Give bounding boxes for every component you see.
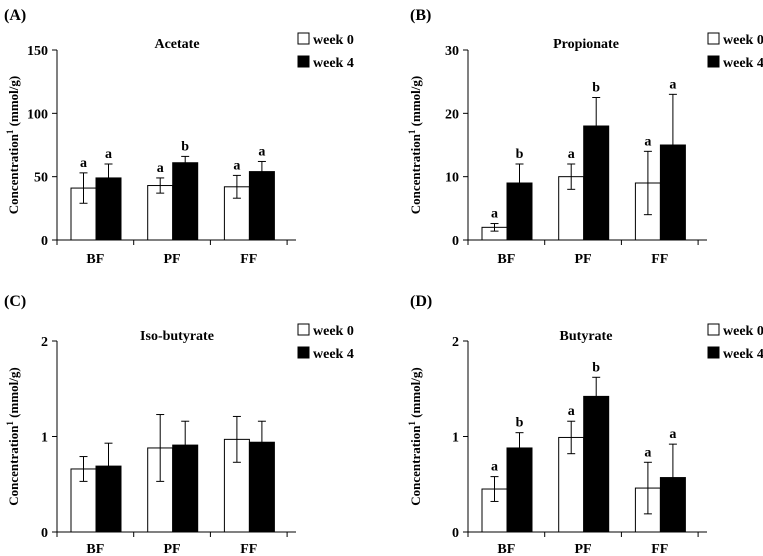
significance-label: a [491, 460, 498, 475]
bar [172, 162, 199, 241]
y-axis-label: Concentration1 (mmol/g) [407, 76, 423, 214]
legend-swatch [297, 32, 310, 45]
chart-title: Iso-butyrate [140, 329, 214, 344]
significance-label: a [669, 77, 676, 92]
legend-swatch [297, 346, 310, 359]
x-tick-label: FF [240, 252, 257, 267]
significance-label: a [258, 144, 265, 159]
significance-label: b [181, 139, 189, 154]
significance-label: a [568, 147, 575, 162]
chart-panel: (C) Iso-butyrate Concentration1 (mmol/g) 0 1… [4, 293, 354, 556]
x-tick-label: BF [497, 542, 515, 556]
x-tick-label: BF [86, 252, 104, 267]
bar [248, 171, 275, 241]
significance-label: b [592, 360, 600, 375]
y-tick-label: 0 [41, 526, 48, 541]
y-tick-label: 0 [452, 526, 459, 541]
chart-title: Acetate [154, 37, 199, 52]
chart-title: Propionate [553, 37, 619, 52]
significance-label: b [592, 81, 600, 96]
x-tick-label: PF [574, 252, 591, 267]
y-axis-label: Concentration1 (mmol/g) [407, 367, 423, 505]
y-tick-label: 50 [34, 171, 48, 186]
x-tick-label: FF [240, 542, 257, 556]
significance-label: a [644, 134, 651, 149]
bar [481, 488, 508, 533]
significance-label: a [80, 156, 87, 171]
panel-label: (B) [410, 7, 431, 24]
legend-label: week 0 [723, 324, 763, 339]
chart-panel: (A) Acetate Concentration1 (mmol/g) 0 50 100 1… [4, 7, 354, 267]
y-tick-label: 30 [445, 44, 459, 59]
legend-swatch [707, 346, 720, 359]
y-tick-label: 10 [445, 171, 459, 186]
significance-label: b [516, 147, 524, 162]
x-tick-label: BF [86, 542, 104, 556]
panel-label: (C) [4, 293, 26, 310]
legend-label: week 0 [313, 324, 354, 339]
x-tick-label: BF [497, 252, 515, 267]
legend-label: week 4 [723, 56, 763, 71]
x-tick-label: FF [651, 252, 668, 267]
x-tick-label: FF [651, 542, 668, 556]
y-tick-label: 2 [41, 335, 48, 350]
legend-swatch [707, 323, 720, 336]
significance-label: a [669, 427, 676, 442]
y-tick-label: 100 [27, 107, 48, 122]
significance-label: a [105, 147, 112, 162]
y-tick-label: 1 [452, 431, 459, 446]
significance-label: a [644, 445, 651, 460]
legend-swatch [707, 32, 720, 45]
chart-panel: (D) Butyrate Concentration1 (mmol/g) 0 1 2 BF P… [407, 293, 763, 556]
x-tick-label: PF [163, 252, 180, 267]
y-tick-label: 0 [41, 234, 48, 249]
y-tick-label: 2 [452, 335, 459, 350]
y-axis-label: Concentration1 (mmol/g) [5, 367, 21, 505]
panel-label: (A) [4, 7, 26, 24]
bar [147, 185, 174, 241]
legend-swatch [297, 323, 310, 336]
y-tick-label: 150 [27, 44, 48, 59]
bar [583, 395, 610, 533]
y-tick-label: 20 [445, 107, 459, 122]
legend-label: week 0 [313, 33, 354, 48]
chart-panel: (B) Propionate Concentration1 (mmol/g) 0 10 2… [407, 7, 763, 267]
legend-label: week 0 [723, 33, 763, 48]
significance-label: a [491, 207, 498, 222]
significance-label: b [516, 416, 524, 431]
legend-label: week 4 [723, 347, 763, 362]
y-tick-label: 1 [41, 431, 48, 446]
panel-label: (D) [410, 293, 432, 310]
legend-swatch [707, 55, 720, 68]
legend-label: week 4 [313, 56, 354, 71]
x-tick-label: PF [574, 542, 591, 556]
chart-title: Butyrate [560, 329, 613, 344]
x-tick-label: PF [163, 542, 180, 556]
significance-label: a [233, 158, 240, 173]
significance-label: a [568, 404, 575, 419]
significance-label: a [157, 161, 164, 176]
y-axis-label: Concentration1 (mmol/g) [5, 76, 21, 214]
y-tick-label: 0 [452, 234, 459, 249]
legend-swatch [297, 55, 310, 68]
legend-label: week 4 [313, 347, 354, 362]
